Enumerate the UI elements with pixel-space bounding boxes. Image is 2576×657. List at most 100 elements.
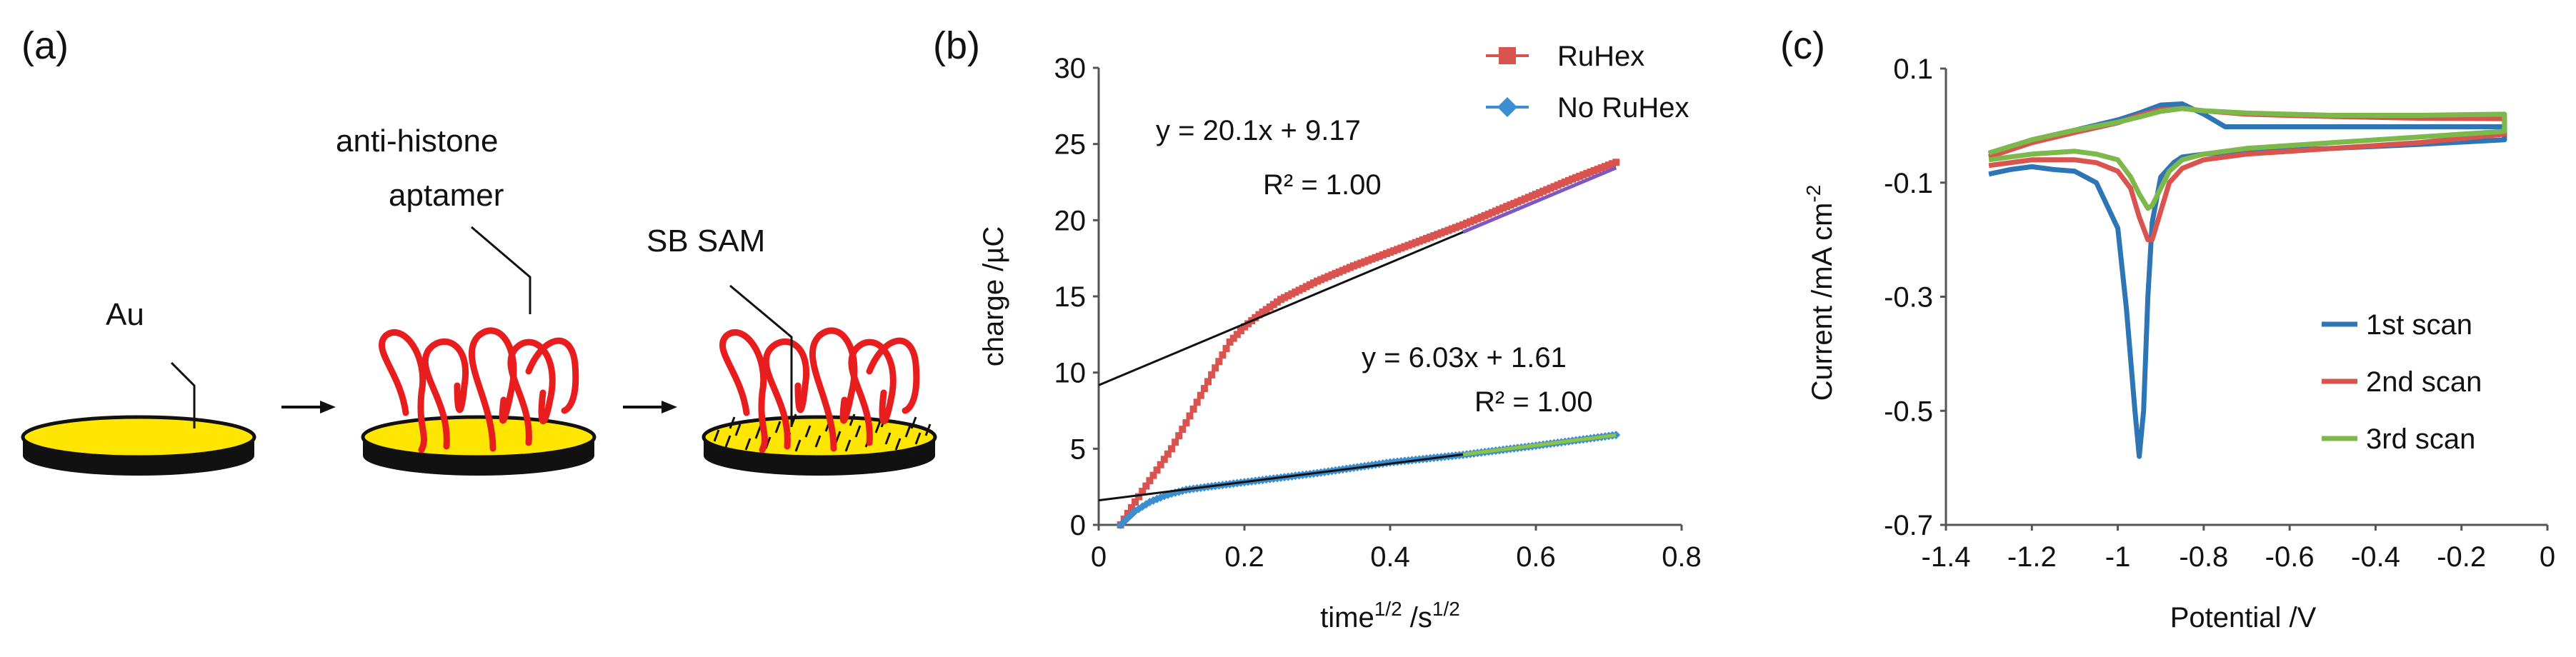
aptamer-strands-1	[379, 327, 579, 453]
data-point-ruhex	[1339, 266, 1347, 274]
data-point-ruhex	[1412, 239, 1419, 246]
chart-b-xlabel-sup2: 1/2	[1432, 598, 1460, 620]
data-point-ruhex	[1579, 171, 1587, 179]
series-markers-ruhex	[1117, 159, 1620, 528]
data-point-ruhex	[1564, 176, 1572, 184]
data-point-ruhex	[1524, 194, 1532, 201]
data-point-ruhex	[1266, 303, 1274, 311]
chart-c-ylabel: Current /mA cm-2	[1802, 185, 1838, 401]
cv-trace-3rd-scan	[1988, 106, 2507, 211]
data-point-ruhex	[1539, 187, 1547, 195]
data-point-ruhex	[1299, 284, 1307, 292]
chart-b-xtick-label: 0.6	[1516, 541, 1556, 573]
data-point-ruhex	[1350, 262, 1357, 270]
chart-c-plot-area	[1987, 101, 2507, 459]
data-point-ruhex	[1229, 334, 1237, 342]
data-point-ruhex	[1153, 466, 1161, 474]
aptamer-strands-2	[719, 327, 920, 453]
data-point-ruhex	[1335, 268, 1343, 276]
data-point-ruhex	[1157, 461, 1164, 468]
data-point-ruhex	[1342, 265, 1350, 273]
data-point-ruhex	[1306, 281, 1314, 289]
data-point-ruhex	[1484, 210, 1492, 218]
data-point-ruhex	[1149, 471, 1157, 479]
data-point-ruhex	[1259, 309, 1267, 316]
data-point-ruhex	[1182, 419, 1190, 427]
data-point-ruhex	[1576, 172, 1584, 180]
data-point-ruhex	[1357, 259, 1365, 267]
chart-b-ytick-label: 5	[1070, 433, 1086, 465]
arrow-icon-2	[623, 401, 677, 413]
data-point-ruhex	[1288, 290, 1296, 298]
data-point-ruhex	[1514, 198, 1522, 206]
data-point-ruhex	[1197, 391, 1204, 399]
panel-c: (c) 0.1 -0.1 -0.3 -0.5 -0.7 -1.4 -1.2 -1 -0.8 -0…	[1780, 24, 2555, 633]
data-point-ruhex	[1346, 264, 1354, 271]
chart-c-ytick-label: -0.3	[1884, 282, 1933, 314]
au-electrode-disk	[21, 415, 256, 476]
data-point-ruhex	[1361, 258, 1369, 266]
data-point-ruhex	[1583, 169, 1591, 177]
data-point-ruhex	[1189, 405, 1197, 413]
data-point-ruhex	[1179, 426, 1187, 433]
chart-c-xtick-label: -1	[2105, 541, 2131, 573]
sam-leader-line	[729, 284, 793, 427]
data-point-ruhex	[1561, 179, 1569, 186]
aptamer-label-line1: anti-histone	[336, 124, 498, 159]
data-point-ruhex	[1499, 204, 1507, 212]
chart-b-ytick-label: 10	[1054, 358, 1087, 389]
data-point-ruhex	[1609, 160, 1617, 168]
chart-b-xtick-label: 0.2	[1224, 541, 1264, 573]
chart-c-xlabel: Potential /V	[2170, 602, 2317, 633]
data-point-ruhex	[1139, 488, 1147, 496]
data-point-ruhex	[1168, 445, 1175, 453]
chart-c-x-ticks: -1.4 -1.2 -1 -0.8 -0.6 -0.4 -0.2 0	[1922, 525, 2555, 573]
data-point-ruhex	[1314, 277, 1321, 285]
data-point-ruhex	[1477, 214, 1485, 221]
cv-trace-1st-scan	[1987, 101, 2507, 459]
data-point-ruhex	[1601, 163, 1609, 171]
chart-c-xtick-label: 0	[2540, 541, 2555, 573]
chart-b-ytick-label: 15	[1054, 281, 1087, 313]
data-point-ruhex	[1397, 244, 1405, 252]
data-point-ruhex	[1277, 296, 1284, 304]
data-point-ruhex	[1594, 166, 1602, 174]
au-leader-line	[170, 361, 196, 428]
data-point-ruhex	[1124, 510, 1132, 517]
chart-b-legend: RuHex No RuHex	[1486, 41, 1689, 124]
data-point-ruhex	[1557, 180, 1565, 188]
chart-b-plot-area	[1098, 159, 1621, 529]
data-point-ruhex	[1532, 191, 1539, 199]
data-point-ruhex	[1175, 432, 1183, 440]
data-point-ruhex	[1164, 450, 1172, 458]
chart-b-xtick-label: 0.8	[1662, 541, 1702, 573]
data-point-ruhex	[1186, 412, 1194, 420]
legend-item-3rd-scan: 3rd scan	[2322, 423, 2475, 455]
data-point-ruhex	[1455, 222, 1463, 230]
data-point-ruhex	[1470, 216, 1478, 224]
data-point-ruhex	[1590, 167, 1598, 174]
data-point-ruhex	[1252, 314, 1259, 321]
data-point-ruhex	[1255, 311, 1263, 319]
legend-label-1st-scan: 1st scan	[2366, 309, 2472, 341]
chart-b-ytick-label: 25	[1054, 129, 1087, 161]
panel-a-label: (a)	[21, 24, 69, 67]
chart-c-legend: 1st scan 2nd scan 3rd scan	[2322, 309, 2482, 455]
legend-item-no-ruhex: No RuHex	[1486, 92, 1689, 124]
chart-b-ytick-label: 30	[1054, 53, 1087, 84]
chart-c-xtick-label: -0.4	[2351, 541, 2400, 573]
data-point-ruhex	[1467, 218, 1474, 226]
chart-c-ytick-label: -0.5	[1884, 396, 1933, 427]
legend-item-ruhex: RuHex	[1486, 41, 1644, 72]
data-point-ruhex	[1302, 283, 1310, 291]
data-point-ruhex	[1408, 240, 1416, 248]
data-point-ruhex	[1423, 234, 1430, 242]
data-point-ruhex	[1510, 199, 1518, 207]
data-point-ruhex	[1295, 286, 1303, 294]
chart-c-xtick-label: -1.2	[2007, 541, 2057, 573]
data-point-ruhex	[1404, 241, 1412, 249]
data-point-ruhex	[1569, 175, 1576, 183]
data-point-ruhex	[1415, 237, 1423, 245]
data-point-ruhex	[1372, 254, 1379, 261]
data-point-ruhex	[1452, 224, 1459, 231]
